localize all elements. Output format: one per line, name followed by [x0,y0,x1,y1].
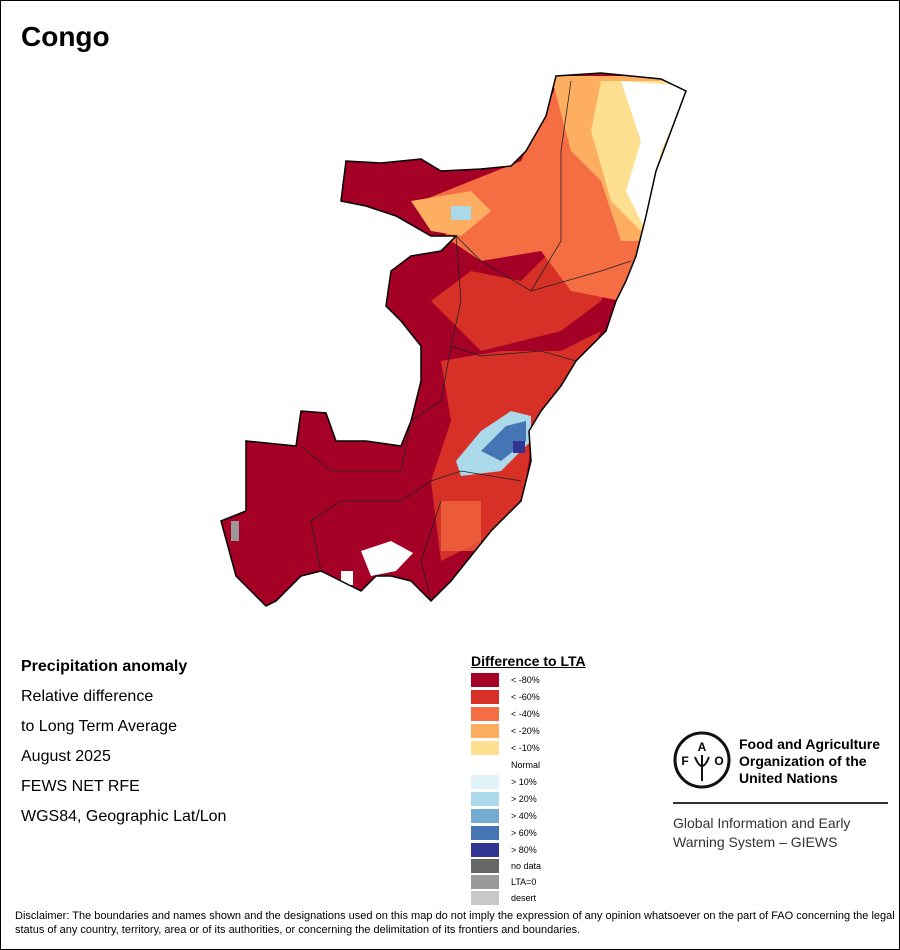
legend-swatch [471,792,499,806]
admin-boundaries [300,80,632,602]
legend-label: > 10% [511,777,537,787]
legend-label: < -80% [511,675,540,685]
congo-anomaly-map [220,72,687,607]
legend-label: > 80% [511,845,537,855]
legend-label: Normal [511,760,541,770]
legend-swatch [471,875,499,889]
anomaly-raster [221,73,686,606]
legend-swatch [471,758,499,772]
legend-swatch [471,690,499,704]
info-line: Relative difference [21,688,154,705]
legend-swatch [471,775,499,789]
giews-line: Global Information and Early [673,815,851,831]
legend-label: < -60% [511,692,540,702]
fao-name: Food and Agriculture Organization of the… [739,736,881,786]
svg-text:F: F [681,754,688,768]
info-date: August 2025 [21,748,111,765]
legend-swatch [471,673,499,687]
legend-swatch [471,843,499,857]
legend-label: > 60% [511,828,537,838]
legend-swatch [471,859,499,873]
svg-text:O: O [714,754,723,768]
map-title: Congo [21,21,110,52]
legend-label: < -10% [511,743,540,753]
info-line: to Long Term Average [21,718,177,735]
legend-label: desert [511,893,537,903]
legend-label: LTA=0 [511,877,537,887]
legend-swatch [471,741,499,755]
info-source: FEWS NET RFE [21,778,140,795]
legend-swatch [471,891,499,905]
svg-text:A: A [698,740,707,754]
legend-title: Difference to LTA [471,653,586,669]
divider [673,802,888,804]
legend-label: no data [511,861,542,871]
giews-label: Global Information and Early Warning Sys… [673,814,850,852]
legend-swatch [471,826,499,840]
legend-swatch [471,809,499,823]
info-projection: WGS84, Geographic Lat/Lon [21,808,227,825]
legend-label: < -20% [511,726,540,736]
info-product: Precipitation anomaly [21,658,188,675]
legend-label: > 20% [511,794,537,804]
disclaimer: Disclaimer: The boundaries and names sho… [15,910,895,936]
legend-swatch [471,724,499,738]
legend-label: > 40% [511,811,537,821]
legend-label: < -40% [511,709,540,719]
giews-line: Warning System – GIEWS [673,834,838,850]
fao-logo: A F O [673,731,731,789]
legend-swatch [471,707,499,721]
